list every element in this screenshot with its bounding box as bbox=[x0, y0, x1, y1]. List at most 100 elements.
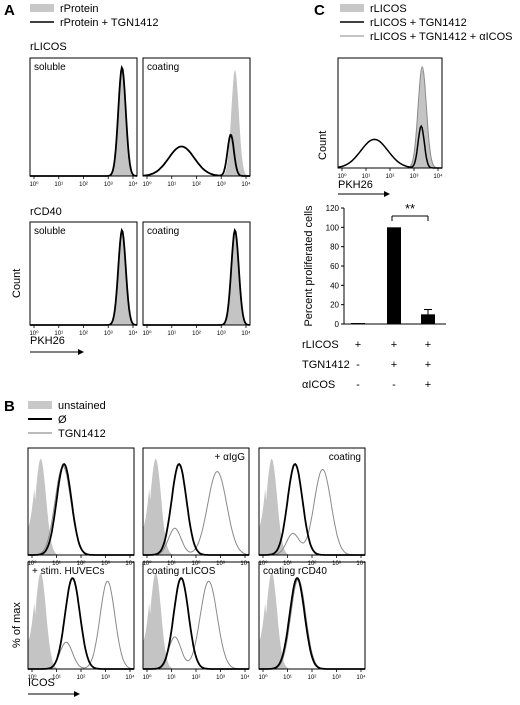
x-tick-label: 10³ bbox=[104, 331, 113, 337]
bar bbox=[387, 227, 401, 324]
legend-empty: Ø bbox=[58, 414, 67, 426]
legend-rlicos-tgn: rLICOS + TGN1412 bbox=[370, 17, 467, 29]
table-cell: + bbox=[355, 339, 361, 351]
panel-b-letter: B bbox=[4, 398, 15, 415]
legend-swatch-unstained bbox=[28, 401, 52, 409]
x-tick-label: 10⁰ bbox=[142, 674, 152, 681]
x-tick-label: 10² bbox=[192, 182, 201, 188]
histogram-fill bbox=[259, 458, 365, 555]
histogram-thick-line bbox=[337, 124, 442, 169]
significance-mark: ** bbox=[405, 201, 415, 216]
x-tick-label: 10² bbox=[77, 561, 86, 567]
legend-rlicos: rLICOS bbox=[370, 3, 407, 15]
bar bbox=[351, 323, 365, 324]
panel-c-xarrow-head bbox=[384, 191, 390, 197]
row-label-rlicos: rLICOS bbox=[30, 41, 67, 53]
histogram-fill bbox=[143, 69, 250, 176]
plot-label: coating rLICOS bbox=[147, 566, 216, 577]
panel-a-xarrow-head bbox=[78, 349, 84, 355]
panel-b-ylabel: % of max bbox=[11, 602, 23, 648]
x-tick-label: 10⁰ bbox=[27, 674, 37, 681]
condition-table: + + + - + + - - + bbox=[355, 339, 431, 391]
x-tick-label: 10⁴ bbox=[356, 674, 366, 681]
histogram-fill bbox=[28, 458, 134, 555]
x-tick-label: 10² bbox=[386, 174, 395, 180]
table-cell: + bbox=[425, 359, 431, 371]
histogram-fill bbox=[30, 69, 137, 176]
x-tick-label: 10⁰ bbox=[27, 560, 37, 567]
legend-rprotein: rProtein bbox=[60, 3, 99, 15]
legend-tgn1412: TGN1412 bbox=[58, 428, 106, 440]
panel-c-hist-xlabel: PKH26 bbox=[338, 179, 373, 191]
table-cell: + bbox=[425, 379, 431, 391]
x-tick-label: 10³ bbox=[410, 174, 419, 180]
y-tick-label: 120 bbox=[326, 204, 340, 213]
x-tick-label: 10³ bbox=[216, 675, 225, 681]
plot-label: coating bbox=[147, 226, 179, 237]
x-tick-label: 10² bbox=[192, 561, 201, 567]
histogram-thin-line bbox=[259, 468, 365, 556]
y-tick-label: 0 bbox=[335, 320, 340, 329]
table-cell: - bbox=[392, 379, 396, 391]
table-row-label-rlicos: rLICOS bbox=[302, 339, 339, 351]
x-tick-label: 10⁰ bbox=[29, 330, 39, 337]
table-cell: + bbox=[391, 339, 397, 351]
x-tick-label: 10⁴ bbox=[356, 560, 366, 567]
table-cell: - bbox=[356, 379, 360, 391]
histogram-a4: 10⁰ 10¹ 10² 10³ 10⁴ coating bbox=[142, 221, 251, 337]
x-tick-label: 10¹ bbox=[167, 182, 176, 188]
x-tick-label: 10⁰ bbox=[258, 674, 268, 681]
y-tick-label: 100 bbox=[326, 223, 340, 232]
histogram-fill bbox=[338, 69, 442, 168]
panel-b-xarrow-head bbox=[74, 691, 80, 697]
x-tick-label: 10¹ bbox=[283, 675, 292, 681]
x-tick-label: 10² bbox=[192, 675, 201, 681]
x-tick-label: 10¹ bbox=[52, 675, 61, 681]
x-tick-label: 10¹ bbox=[362, 174, 371, 180]
x-tick-label: 10¹ bbox=[167, 561, 176, 567]
histogram-a1: 10⁰ 10¹ 10² 10³ 10⁴ soluble bbox=[29, 57, 138, 188]
histogram-fill bbox=[28, 572, 134, 669]
x-tick-label: 10⁰ bbox=[142, 181, 152, 188]
x-tick-label: 10⁴ bbox=[125, 674, 135, 681]
plot-label: soluble bbox=[34, 62, 66, 73]
y-tick-label: 40 bbox=[330, 281, 339, 290]
histogram-b4: 10⁰ 10¹ 10² 10³ 10⁴ + stim. HUVECs bbox=[27, 561, 135, 681]
row-label-rcd40: rCD40 bbox=[30, 206, 62, 218]
histogram-fill bbox=[30, 232, 137, 325]
histogram-plots: 10⁰ 10¹ 10² 10³ 10⁴ soluble 10⁰ 10¹ 10² 10³ 10⁴ coa… bbox=[27, 57, 443, 681]
x-tick-label: 10³ bbox=[217, 182, 226, 188]
x-tick-label: 10⁰ bbox=[29, 181, 39, 188]
x-tick-label: 10³ bbox=[217, 331, 226, 337]
table-cell: + bbox=[391, 359, 397, 371]
x-tick-label: 10⁰ bbox=[337, 173, 347, 180]
x-tick-label: 10² bbox=[79, 331, 88, 337]
x-tick-label: 10¹ bbox=[167, 331, 176, 337]
plot-label: coating rCD40 bbox=[263, 566, 327, 577]
panel-a-xlabel: PKH26 bbox=[30, 335, 65, 347]
histogram-thick-line bbox=[142, 133, 250, 177]
x-tick-label: 10⁰ bbox=[142, 560, 152, 567]
x-tick-label: 10⁰ bbox=[258, 560, 268, 567]
legend-swatch-rlicos bbox=[340, 4, 364, 12]
x-tick-label: 10⁴ bbox=[128, 330, 138, 337]
bar-series bbox=[351, 227, 435, 324]
plot-label: + stim. HUVECs bbox=[32, 566, 105, 577]
x-tick-label: 10³ bbox=[216, 561, 225, 567]
bar-yticks: 0 20 40 60 80 100 120 bbox=[326, 204, 344, 329]
histogram-fill bbox=[143, 458, 249, 555]
table-row-label-aicos: αICOS bbox=[302, 379, 335, 391]
legend-swatch-rprotein bbox=[30, 4, 54, 12]
x-tick-label: 10¹ bbox=[52, 561, 61, 567]
bar-ylabel: Percent proliferated cells bbox=[303, 205, 315, 327]
x-tick-label: 10³ bbox=[101, 561, 110, 567]
panel-c-hist-ylabel: Count bbox=[317, 131, 329, 160]
x-tick-label: 10¹ bbox=[167, 675, 176, 681]
x-tick-label: 10⁴ bbox=[125, 560, 135, 567]
x-tick-label: 10³ bbox=[101, 675, 110, 681]
x-tick-label: 10² bbox=[308, 561, 317, 567]
histogram-b5: 10⁰ 10¹ 10² 10³ 10⁴ coating rLICOS bbox=[142, 561, 250, 681]
histogram-b2: 10⁰ 10¹ 10² 10³ 10⁴ + αIgG bbox=[142, 447, 250, 567]
y-tick-label: 80 bbox=[330, 243, 339, 252]
